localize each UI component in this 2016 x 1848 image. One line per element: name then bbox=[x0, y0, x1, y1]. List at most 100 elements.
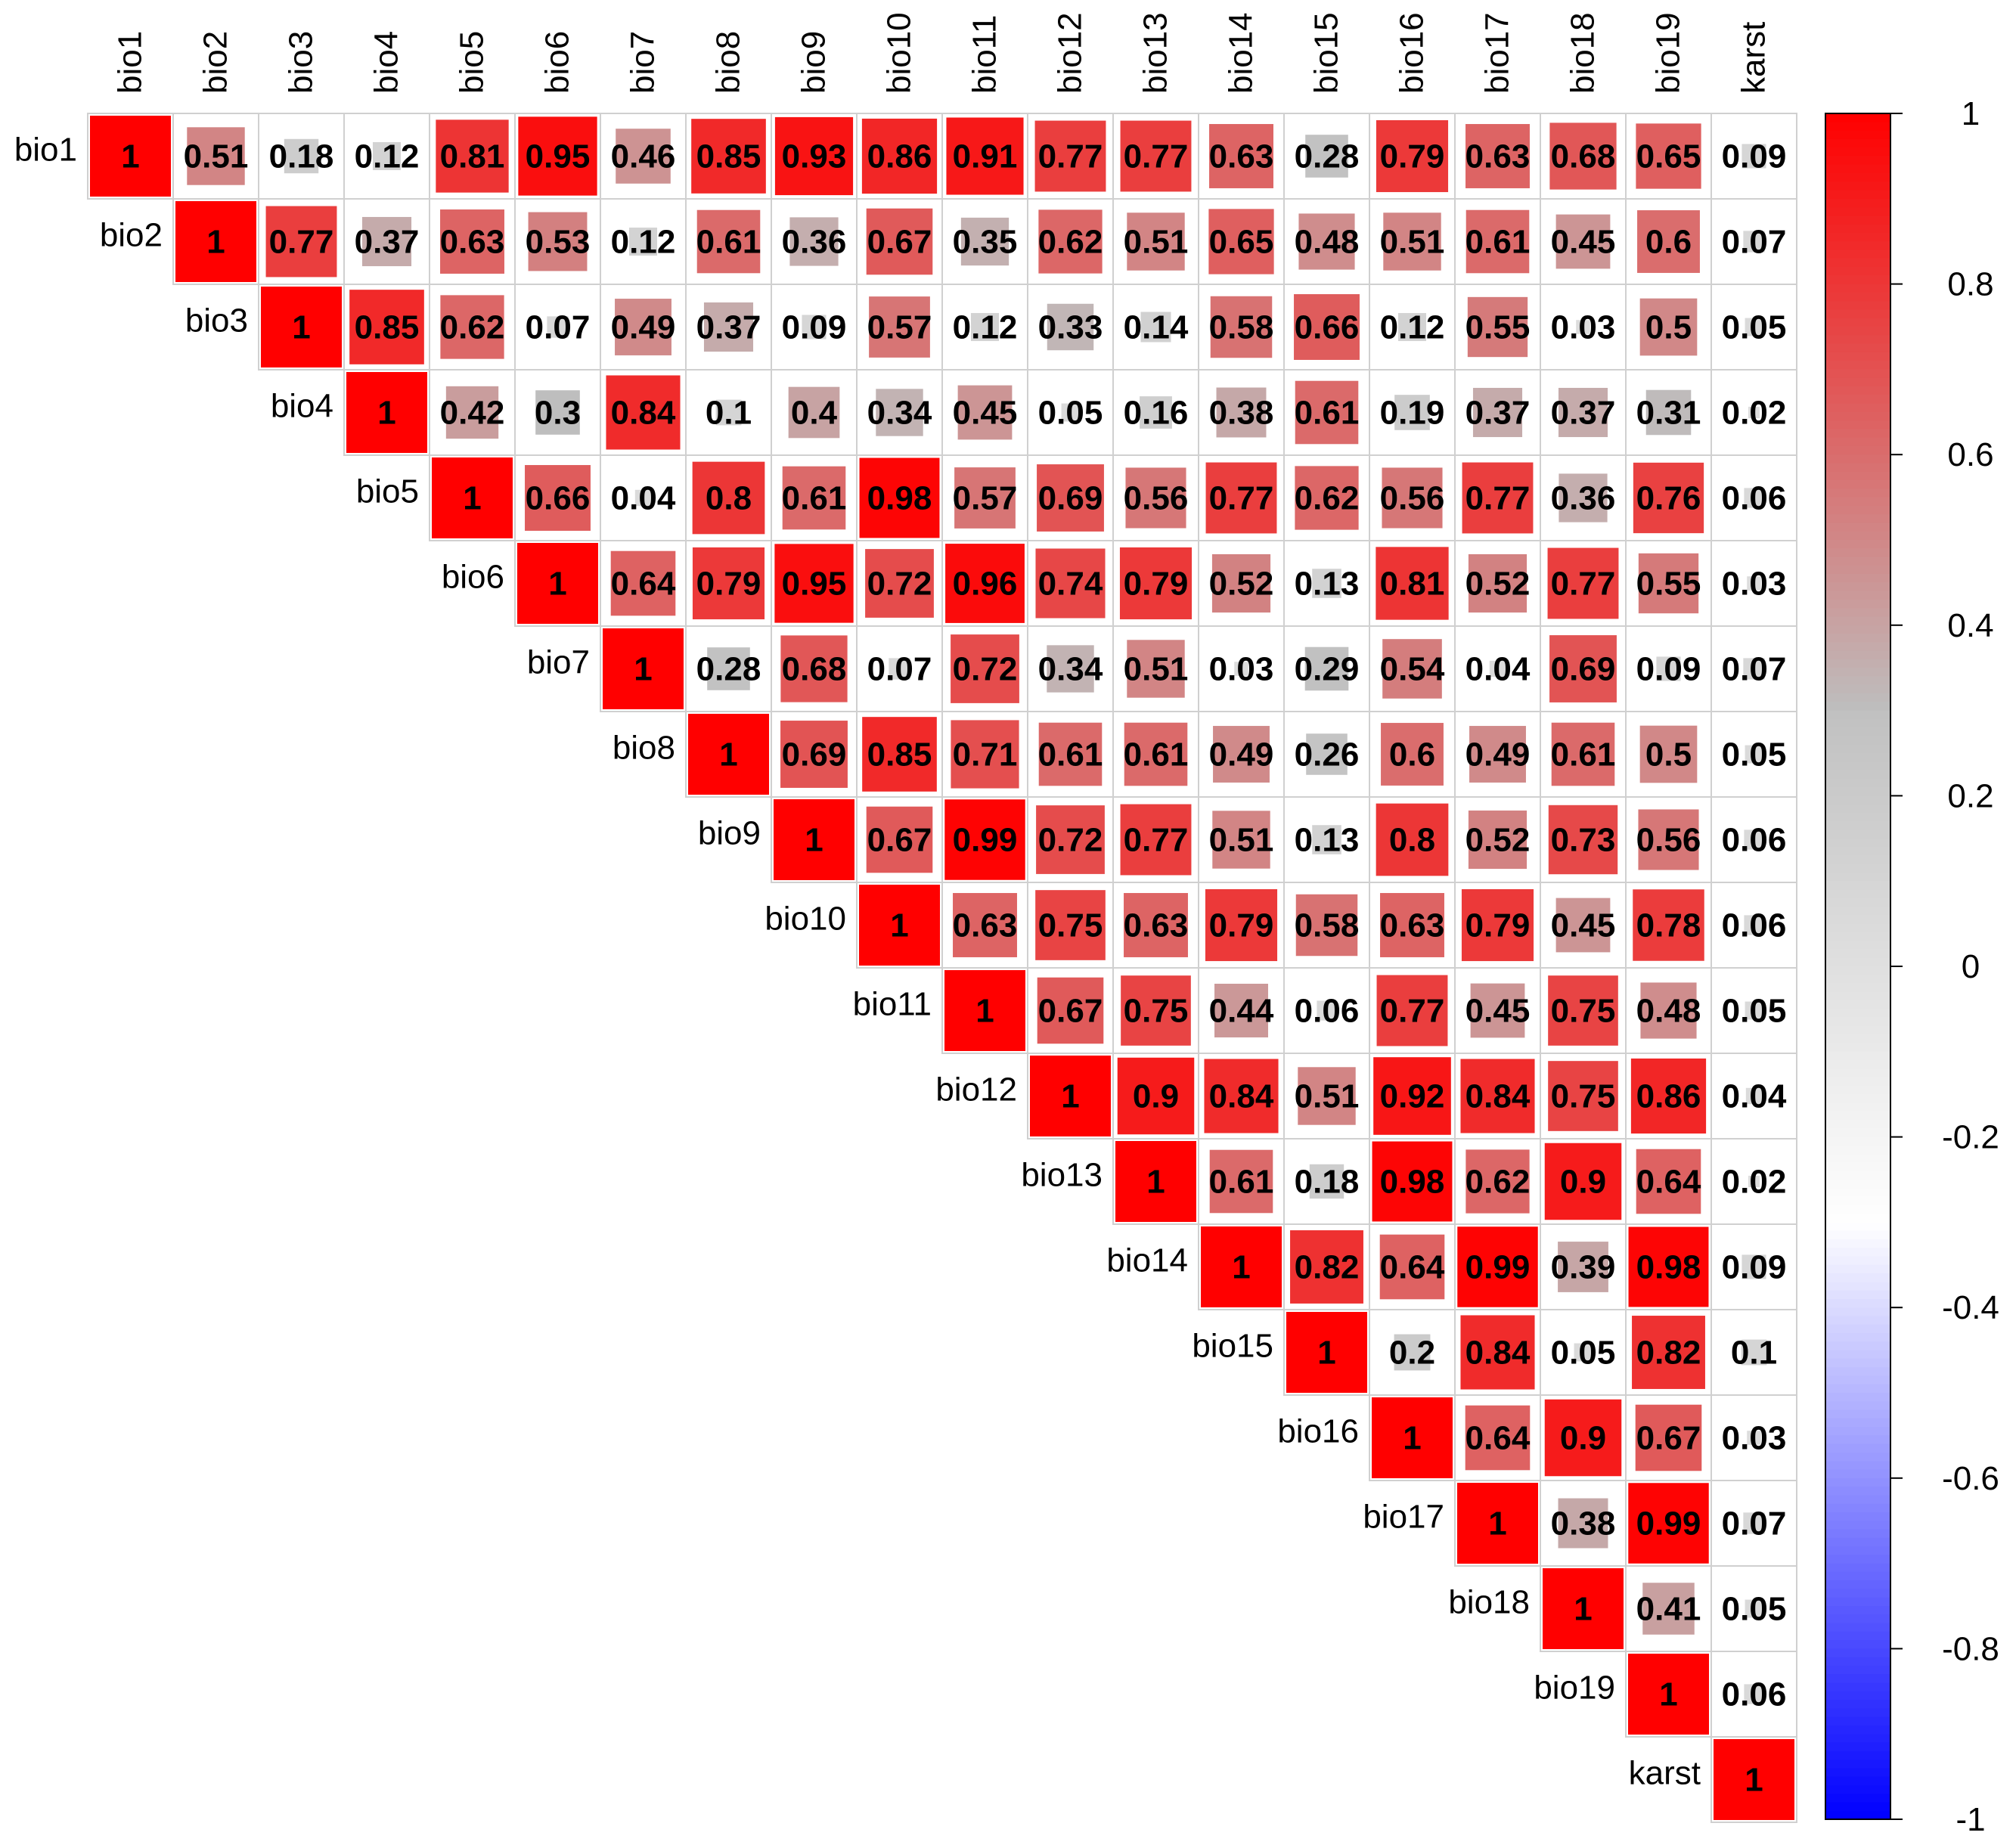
colorbar-gradient-segment bbox=[1825, 1094, 1890, 1104]
heatmap-square bbox=[1382, 639, 1442, 699]
colorbar-gradient-segment bbox=[1825, 1631, 1890, 1642]
colorbar-gradient-segment bbox=[1825, 352, 1890, 362]
heatmap-square bbox=[692, 547, 765, 620]
cell-value: 0.85 bbox=[355, 309, 420, 346]
cell-value: 0.65 bbox=[1636, 138, 1701, 175]
colorbar-tick-label: -0.4 bbox=[1942, 1289, 1999, 1326]
cell-value: 0.66 bbox=[526, 480, 591, 517]
cell-value: 0.14 bbox=[1124, 309, 1189, 346]
cell-value: 0.03 bbox=[1209, 651, 1274, 688]
row-label: bio2 bbox=[100, 217, 163, 254]
heatmap-square bbox=[187, 127, 245, 185]
heatmap-square bbox=[1628, 1654, 1709, 1735]
colorbar-gradient-segment bbox=[1825, 138, 1890, 149]
heatmap-square bbox=[1457, 1483, 1538, 1564]
cell-value: 1 bbox=[548, 566, 566, 603]
heatmap-square bbox=[1115, 1141, 1196, 1222]
colorbar-gradient-segment bbox=[1825, 744, 1890, 754]
colorbar-gradient-segment bbox=[1825, 497, 1890, 507]
cell-value: 0.34 bbox=[867, 395, 932, 432]
heatmap-square bbox=[1317, 1000, 1337, 1021]
heatmap-square bbox=[528, 212, 588, 271]
heatmap-square bbox=[261, 287, 342, 367]
colorbar-gradient-segment bbox=[1825, 1375, 1890, 1385]
row-label: bio14 bbox=[1106, 1242, 1188, 1279]
cell-value: 0.42 bbox=[440, 395, 505, 432]
colorbar-gradient-segment bbox=[1825, 113, 1890, 123]
colorbar-gradient-segment bbox=[1825, 369, 1890, 379]
cell-value: 0.93 bbox=[782, 138, 847, 175]
colorbar-gradient-segment bbox=[1825, 1640, 1890, 1650]
heatmap-square bbox=[1397, 312, 1427, 342]
heatmap-square bbox=[1468, 810, 1528, 870]
colorbar-gradient-segment bbox=[1825, 198, 1890, 209]
heatmap-square bbox=[1640, 982, 1697, 1039]
cell-value: 0.37 bbox=[355, 224, 420, 261]
cell-value: 0.63 bbox=[1209, 138, 1274, 175]
cell-value: 0.64 bbox=[611, 566, 676, 603]
colorbar-gradient-segment bbox=[1825, 1102, 1890, 1112]
heatmap-square bbox=[1216, 387, 1267, 438]
cell-value: 0.71 bbox=[953, 736, 1018, 774]
colorbar-gradient-segment bbox=[1825, 284, 1890, 293]
cell-value: 0.69 bbox=[782, 736, 847, 774]
colorbar-gradient-segment bbox=[1825, 770, 1890, 780]
cell-value: 0.05 bbox=[1722, 993, 1787, 1030]
cell-value: 0.91 bbox=[953, 138, 1018, 175]
heatmap-square bbox=[953, 893, 1017, 957]
heatmap-square bbox=[1741, 1339, 1767, 1366]
colorbar-gradient-segment bbox=[1825, 275, 1890, 285]
cell-value: 0.04 bbox=[1722, 1078, 1787, 1115]
heatmap-square bbox=[960, 217, 1010, 266]
colorbar-gradient-segment bbox=[1825, 838, 1890, 848]
column-label: bio16 bbox=[1394, 12, 1431, 94]
heatmap-square bbox=[970, 312, 1000, 342]
cell-value: 0.37 bbox=[1551, 395, 1616, 432]
colorbar-gradient-segment bbox=[1825, 668, 1890, 677]
cell-value: 0.64 bbox=[1465, 1420, 1531, 1457]
cell-value: 0.49 bbox=[1209, 736, 1274, 774]
heatmap-square bbox=[1742, 1254, 1766, 1279]
cell-value: 0.12 bbox=[611, 224, 676, 261]
heatmap-square bbox=[1047, 645, 1094, 693]
cell-value: 0.49 bbox=[611, 309, 676, 346]
colorbar-gradient-segment bbox=[1825, 1214, 1890, 1223]
heatmap-square bbox=[1548, 1061, 1618, 1131]
heatmap-square bbox=[1745, 1599, 1763, 1618]
colorbar-gradient-segment bbox=[1825, 1154, 1890, 1164]
cell-value: 0.45 bbox=[1465, 993, 1531, 1030]
colorbar-gradient-segment bbox=[1825, 1537, 1890, 1548]
cell-value: 0.86 bbox=[1636, 1078, 1701, 1115]
colorbar-gradient-segment bbox=[1825, 122, 1890, 132]
cell-value: 0.33 bbox=[1038, 309, 1103, 346]
cell-value: 0.57 bbox=[867, 309, 932, 346]
colorbar-gradient-segment bbox=[1825, 224, 1890, 234]
colorbar-gradient-segment bbox=[1825, 1307, 1890, 1317]
colorbar-gradient-segment bbox=[1825, 1128, 1890, 1138]
heatmap-square bbox=[1234, 662, 1248, 676]
colorbar-gradient-segment bbox=[1825, 634, 1890, 643]
colorbar-gradient-segment bbox=[1825, 1180, 1890, 1189]
cell-value: 0.9 bbox=[1560, 1420, 1606, 1457]
cell-value: 0.62 bbox=[1038, 224, 1103, 261]
cell-value: 0.61 bbox=[1209, 1164, 1274, 1201]
heatmap-square bbox=[1119, 547, 1193, 620]
colorbar-gradient-segment bbox=[1825, 1273, 1890, 1283]
heatmap-square bbox=[1309, 1164, 1345, 1199]
cell-value: 0.77 bbox=[1209, 480, 1274, 517]
cell-value: 0.07 bbox=[1722, 651, 1787, 688]
colorbar-gradient-segment bbox=[1825, 855, 1890, 865]
cell-value: 0.31 bbox=[1636, 395, 1701, 432]
colorbar-gradient-segment bbox=[1825, 625, 1890, 635]
row-label: bio11 bbox=[853, 986, 932, 1023]
cell-value: 0.84 bbox=[1465, 1078, 1531, 1115]
heatmap-square bbox=[696, 209, 761, 274]
heatmap-square bbox=[1460, 1059, 1535, 1133]
colorbar-gradient-segment bbox=[1825, 403, 1890, 413]
colorbar-gradient-segment bbox=[1825, 812, 1890, 823]
heatmap-square bbox=[1304, 646, 1349, 691]
cell-value: 0.62 bbox=[440, 309, 505, 346]
heatmap-square bbox=[1286, 1312, 1367, 1393]
cell-value: 0.86 bbox=[867, 138, 932, 175]
heatmap-square bbox=[688, 714, 769, 795]
